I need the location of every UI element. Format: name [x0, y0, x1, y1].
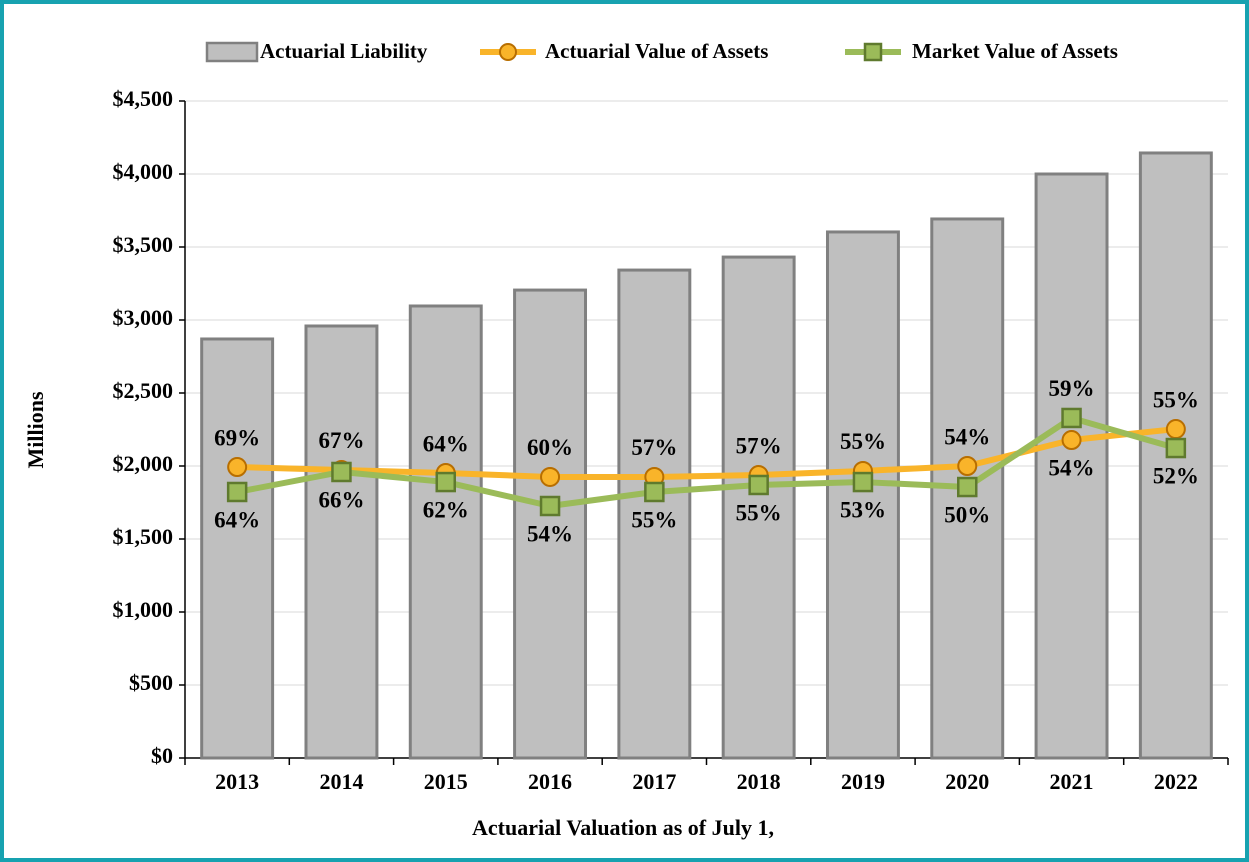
- y-tick-label: $3,500: [113, 232, 174, 257]
- data-label: 67%: [318, 428, 364, 453]
- x-tick-label: 2017: [632, 769, 676, 794]
- y-tick-label: $1,500: [113, 524, 174, 549]
- data-label: 57%: [631, 435, 677, 460]
- data-label: 55%: [736, 500, 782, 525]
- data-label: 54%: [1049, 455, 1095, 480]
- legend-swatch: [205, 41, 259, 63]
- marker: [957, 476, 978, 498]
- marker: [1165, 437, 1187, 459]
- x-tick-label: 2016: [528, 769, 572, 794]
- bar: [1034, 172, 1109, 760]
- data-label: 55%: [1153, 387, 1199, 412]
- line: [236, 414, 1177, 510]
- marker: [1061, 430, 1082, 451]
- bar: [513, 288, 588, 760]
- marker: [957, 456, 978, 476]
- y-tick-label: $500: [129, 670, 173, 695]
- y-tick-label: $4,500: [113, 86, 174, 111]
- data-label: 52%: [1153, 463, 1199, 488]
- marker: [748, 474, 769, 496]
- bar: [617, 268, 692, 760]
- y-tick-label: $0: [151, 743, 173, 768]
- y-tick-label: $4,000: [113, 159, 174, 184]
- legend-marker: [863, 42, 883, 62]
- marker: [540, 466, 561, 487]
- marker: [644, 481, 665, 503]
- data-label: 60%: [527, 435, 573, 460]
- marker: [1165, 419, 1186, 440]
- y-tick-label: $2,500: [113, 378, 174, 403]
- data-label: 69%: [214, 425, 260, 450]
- x-tick-label: 2022: [1154, 769, 1198, 794]
- bar: [408, 304, 483, 760]
- bar: [721, 255, 796, 760]
- data-label: 54%: [944, 424, 990, 449]
- x-tick-label: 2019: [841, 769, 885, 794]
- data-label: 59%: [1049, 376, 1095, 401]
- data-label: 64%: [423, 431, 469, 456]
- x-tick-label: 2013: [215, 769, 259, 794]
- marker: [226, 481, 248, 503]
- marker: [1061, 407, 1082, 429]
- y-tick-label: $2,000: [113, 451, 174, 476]
- y-tick-label: $1,000: [113, 597, 174, 622]
- data-label: 66%: [318, 487, 364, 512]
- marker: [539, 495, 561, 517]
- marker: [852, 471, 874, 493]
- data-label: 62%: [423, 497, 469, 522]
- x-tick-label: 2015: [424, 769, 468, 794]
- bar: [825, 230, 900, 760]
- legend-label: Actuarial Liability: [260, 39, 428, 63]
- data-label: 53%: [840, 497, 886, 522]
- data-label: 50%: [944, 502, 990, 527]
- x-tick-label: 2014: [319, 769, 363, 794]
- x-tick-label: 2021: [1050, 769, 1094, 794]
- marker: [331, 461, 352, 483]
- data-label: 55%: [631, 507, 677, 532]
- data-label: 64%: [214, 507, 260, 532]
- data-label: 54%: [527, 521, 573, 546]
- bar: [304, 324, 379, 760]
- marker: [227, 457, 248, 478]
- x-tick-label: 2020: [945, 769, 989, 794]
- legend-label: Actuarial Value of Assets: [545, 39, 768, 63]
- y-tick-label: $3,000: [113, 305, 174, 330]
- legend-marker: [499, 43, 517, 61]
- y-axis-title: Millions: [23, 391, 48, 468]
- x-tick-label: 2018: [737, 769, 781, 794]
- marker: [435, 471, 456, 493]
- x-axis-title: Actuarial Valuation as of July 1,: [472, 815, 774, 840]
- data-label: 55%: [840, 429, 886, 454]
- data-label: 57%: [736, 433, 782, 458]
- bar: [200, 337, 275, 760]
- legend-label: Market Value of Assets: [912, 39, 1118, 63]
